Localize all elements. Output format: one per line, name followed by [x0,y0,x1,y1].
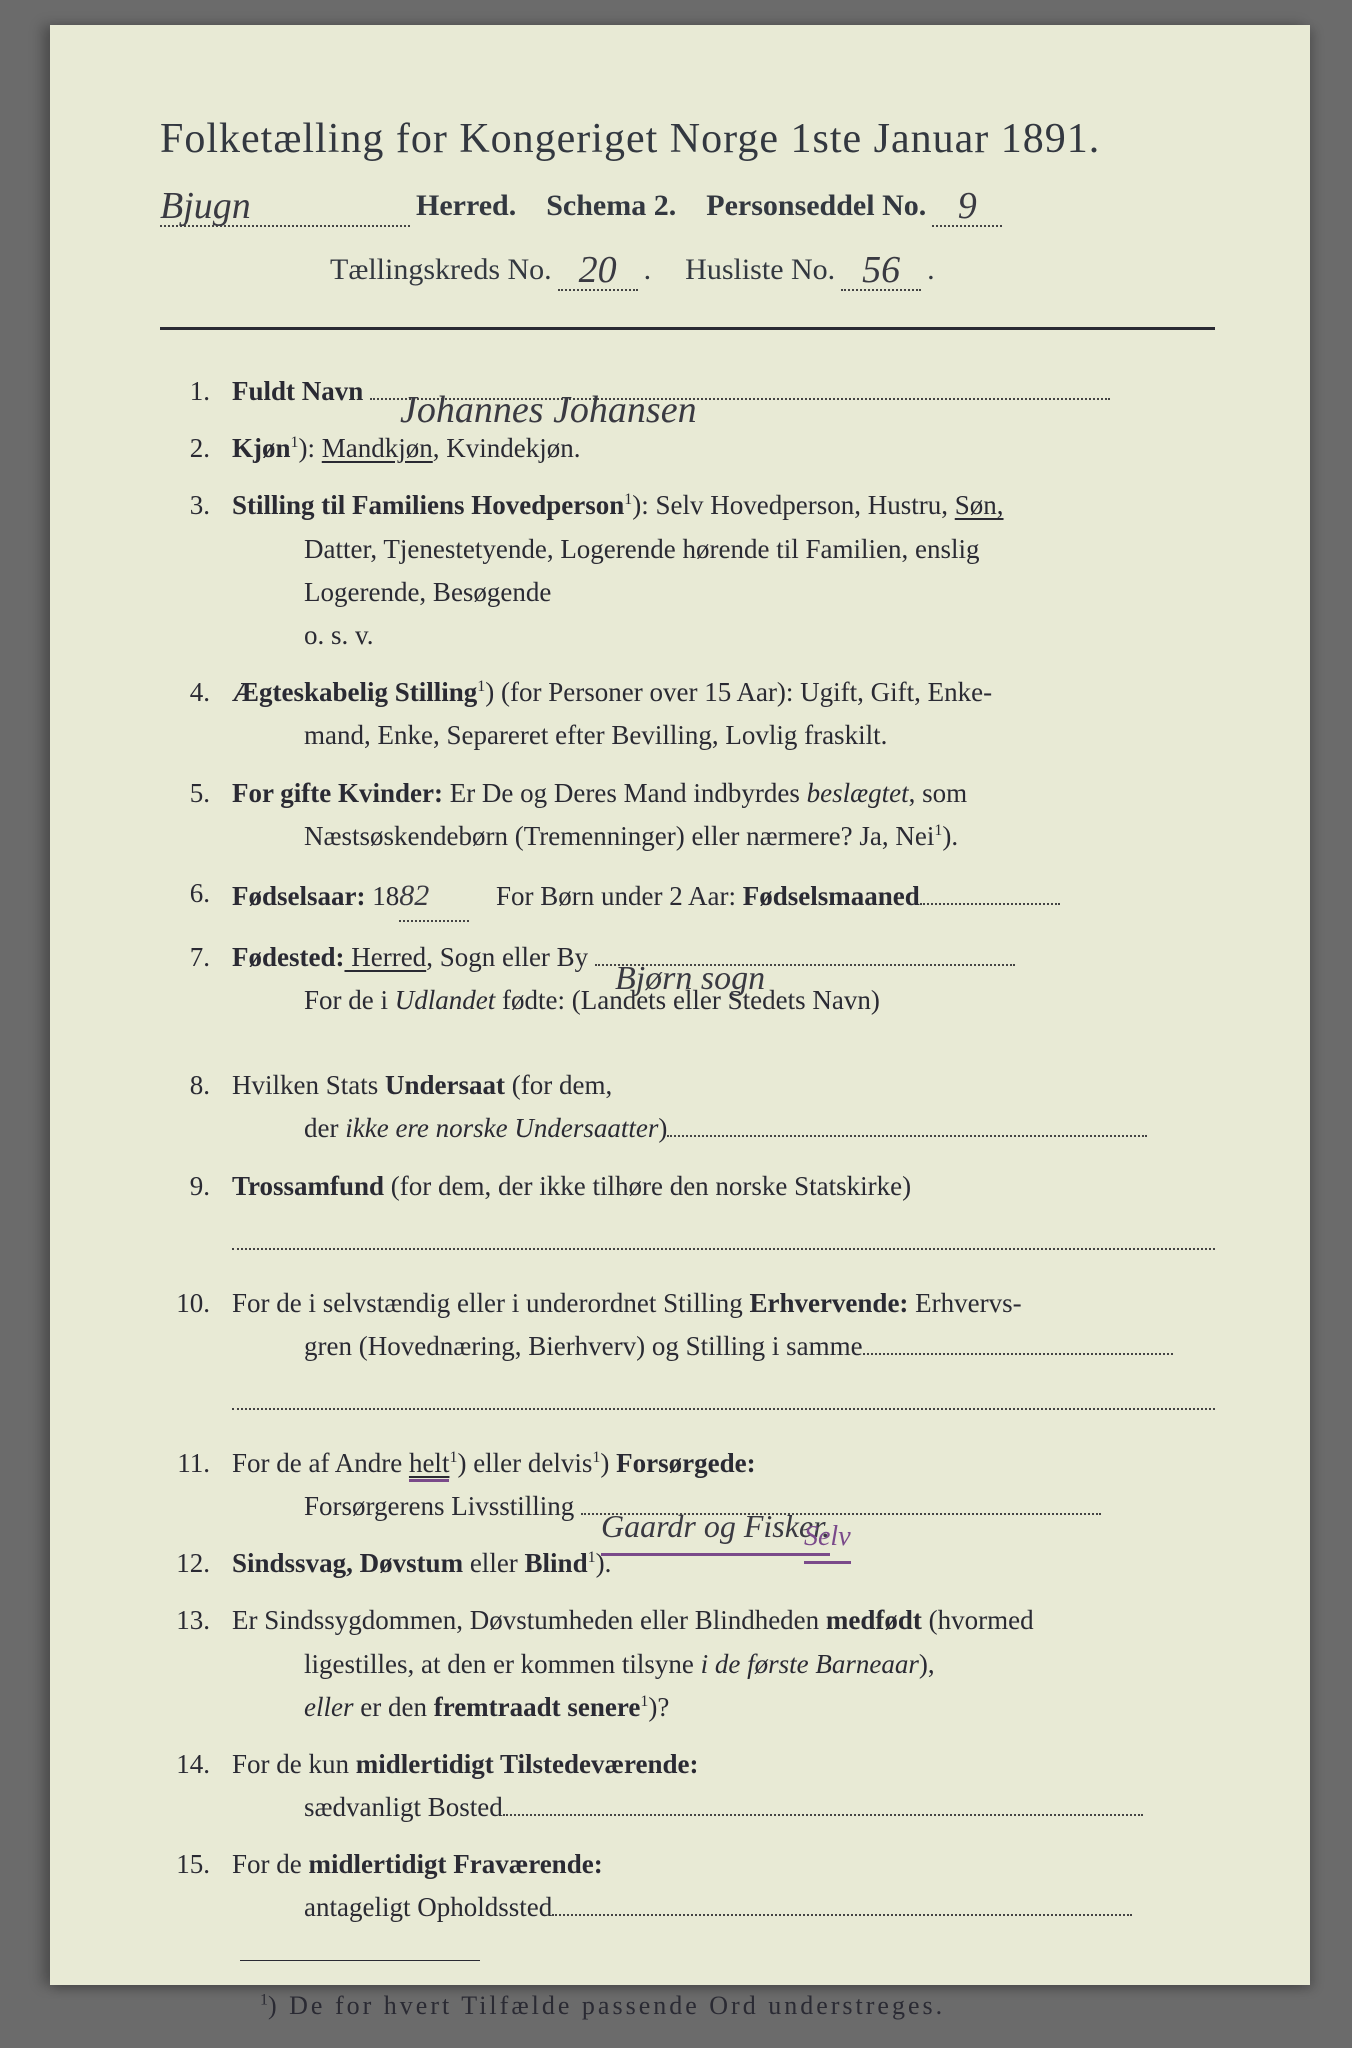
row-5-label: For gifte Kvinder: [232,778,443,808]
herred-label: Herred. [416,189,516,223]
footnote-rule [240,1960,480,1961]
husliste-no: 56 [862,249,900,291]
row-3-num: 3. [160,484,232,527]
row-4-num: 4. [160,671,232,714]
row-8-label: Undersaat [385,1070,505,1100]
row-8: 8. Hvilken Stats Undersaat (for dem, der… [160,1064,1215,1150]
row-10-num: 10. [160,1282,232,1325]
form-title: Folketælling for Kongeriget Norge 1ste J… [160,115,1215,163]
row-1-value: Johannes Johansen [400,380,697,441]
row-1: 1. Fuldt Navn Johannes Johansen [160,370,1215,413]
row-2-num: 2. [160,427,232,470]
row-6: 6. Fødselsaar: 1882 For Børn under 2 Aar… [160,872,1215,922]
row-2-label: Kjøn [232,433,291,463]
row-10-label: Erhvervende: [749,1288,908,1318]
personseddel-label: Personseddel No. [706,189,926,223]
row-8-num: 8. [160,1064,232,1107]
row-6-year: 82 [399,879,429,912]
row-11-value2: Selv [804,1515,851,1564]
row-13: 13. Er Sindssygdommen, Døvstumheden elle… [160,1599,1215,1729]
row-4-label: Ægteskabelig Stilling [232,677,477,707]
row-7-num: 7. [160,936,232,979]
census-form-page: Folketælling for Kongeriget Norge 1ste J… [50,25,1310,1985]
footnote: 1) De for hvert Tilfælde passende Ord un… [260,1991,1215,2021]
row-7-value: Bjørn sogn [615,952,765,1006]
row-14: 14. For de kun midlertidigt Tilstedevære… [160,1743,1215,1829]
row-10: 10. For de i selvstændig eller i underor… [160,1282,1215,1410]
row-6-label: Fødselsaar: [232,881,365,911]
row-7: 7. Fødested: Herred, Sogn eller By Bjørn… [160,936,1215,1022]
row-3-label: Stilling til Familiens Hovedperson [232,490,624,520]
row-6-num: 6. [160,872,232,915]
row-3-son: Søn, [955,490,1004,520]
header-line-herred: Bjugn Herred. Schema 2. Personseddel No.… [160,181,1215,227]
row-14-label: midlertidigt Tilstedeværende: [356,1749,699,1779]
row-1-num: 1. [160,370,232,413]
row-1-label: Fuldt Navn [232,376,363,406]
taellingskreds-no: 20 [579,249,617,291]
row-7-label: Fødested: [232,942,344,972]
row-12-label: Sindssvag, Døvstum [232,1548,463,1578]
row-11-label: Forsørgede: [616,1448,755,1478]
row-5-num: 5. [160,772,232,815]
row-14-num: 14. [160,1743,232,1786]
row-11: 11. For de af Andre helt1) eller delvis1… [160,1442,1215,1528]
row-15-label: midlertidigt Fraværende: [309,1849,603,1879]
husliste-label: Husliste No. [685,253,835,287]
herred-value: Bjugn [160,185,251,227]
row-3: 3. Stilling til Familiens Hovedperson1):… [160,484,1215,657]
row-13-label: medfødt [826,1605,922,1635]
row-13-num: 13. [160,1599,232,1642]
taellingskreds-label: Tællingskreds No. [330,253,552,287]
row-15: 15. For de midlertidigt Fraværende: anta… [160,1843,1215,1929]
row-9-label: Trossamfund [232,1171,384,1201]
header-line-kreds: Tællingskreds No. 20 . Husliste No. 56 . [330,245,1215,291]
row-5: 5. For gifte Kvinder: Er De og Deres Man… [160,772,1215,858]
row-11-value: Gaardr og Fisker. [601,1501,830,1556]
row-12-num: 12. [160,1542,232,1585]
row-9: 9. Trossamfund (for dem, der ikke tilhør… [160,1165,1215,1250]
schema-label: Schema 2. [546,189,676,223]
row-15-num: 15. [160,1843,232,1886]
header-divider [160,327,1215,330]
row-4: 4. Ægteskabelig Stilling1) (for Personer… [160,671,1215,757]
personseddel-no: 9 [958,185,977,227]
row-11-num: 11. [160,1442,232,1485]
row-9-num: 9. [160,1165,232,1208]
